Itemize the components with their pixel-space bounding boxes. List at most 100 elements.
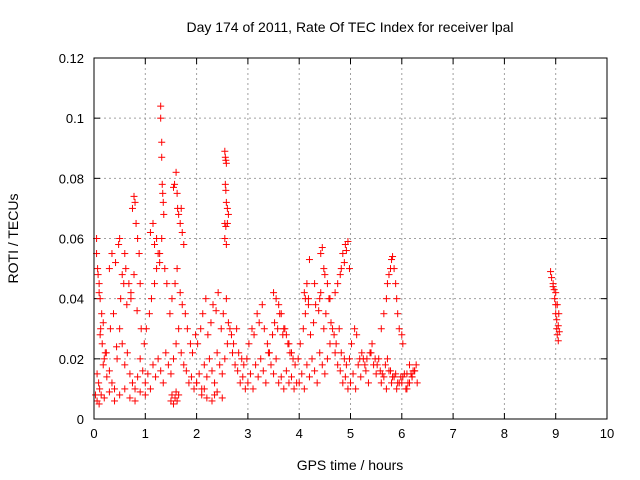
data-point xyxy=(99,319,107,327)
data-point xyxy=(157,114,165,122)
data-point xyxy=(180,241,188,249)
data-point xyxy=(127,289,135,297)
data-point xyxy=(176,289,184,297)
data-point xyxy=(403,370,411,378)
data-point xyxy=(392,280,400,288)
data-point xyxy=(340,259,348,267)
data-point xyxy=(103,373,111,381)
data-point xyxy=(199,310,207,318)
x-tick-label: 1 xyxy=(142,426,149,441)
data-point xyxy=(337,349,345,357)
data-point xyxy=(146,228,154,236)
plot-frame xyxy=(93,57,608,420)
data-point xyxy=(316,295,324,303)
data-point xyxy=(130,271,138,279)
data-point xyxy=(356,355,364,363)
data-point xyxy=(323,355,331,363)
data-point xyxy=(102,349,110,357)
data-point xyxy=(342,247,350,255)
data-point xyxy=(149,361,157,369)
data-point xyxy=(257,355,265,363)
data-point xyxy=(153,265,161,273)
data-point xyxy=(99,361,107,369)
data-point xyxy=(389,253,397,261)
data-point xyxy=(347,379,354,387)
data-point xyxy=(195,370,203,378)
data-point xyxy=(550,286,558,294)
data-point xyxy=(246,370,254,378)
data-point xyxy=(371,355,379,363)
data-point xyxy=(553,316,561,324)
data-point xyxy=(321,370,329,378)
data-point xyxy=(109,310,117,318)
data-point xyxy=(311,280,319,288)
data-point xyxy=(326,340,334,348)
data-point xyxy=(323,280,331,288)
data-point xyxy=(381,361,389,369)
data-point xyxy=(288,373,296,381)
data-point xyxy=(274,325,282,333)
data-point xyxy=(233,325,241,333)
data-point xyxy=(399,373,407,381)
data-point xyxy=(175,391,183,399)
data-point xyxy=(327,319,335,327)
data-point xyxy=(158,180,166,188)
data-point xyxy=(123,301,131,309)
data-point xyxy=(97,325,105,333)
data-point xyxy=(160,210,168,218)
data-point xyxy=(95,280,103,288)
data-point xyxy=(172,168,180,176)
data-point xyxy=(185,379,193,387)
data-point xyxy=(173,397,181,405)
data-point xyxy=(353,331,361,339)
data-point xyxy=(345,355,353,363)
data-point xyxy=(208,367,216,375)
data-point xyxy=(364,379,372,387)
data-point xyxy=(200,385,208,393)
y-tick-label: 0.12 xyxy=(59,51,84,66)
data-point xyxy=(373,361,381,369)
data-point xyxy=(317,289,325,297)
data-point xyxy=(315,307,323,315)
data-point xyxy=(226,325,234,333)
data-point xyxy=(390,265,398,273)
data-point xyxy=(95,400,103,408)
data-point xyxy=(98,310,106,318)
data-point xyxy=(342,361,350,369)
x-tick-label: 7 xyxy=(449,426,456,441)
data-point xyxy=(222,186,230,194)
data-point xyxy=(198,391,206,399)
data-point xyxy=(159,189,167,197)
data-point xyxy=(205,355,213,363)
data-point xyxy=(244,379,252,387)
data-point xyxy=(358,349,366,357)
data-point xyxy=(253,310,261,318)
data-point xyxy=(221,180,229,188)
data-point xyxy=(154,250,162,258)
data-point xyxy=(93,370,101,378)
data-point xyxy=(222,198,230,206)
data-point xyxy=(385,271,393,279)
data-point xyxy=(250,331,258,339)
data-point xyxy=(335,325,343,333)
data-point xyxy=(127,295,135,303)
data-point xyxy=(151,280,159,288)
data-point xyxy=(377,325,385,333)
data-point xyxy=(345,265,353,273)
data-point xyxy=(171,280,179,288)
data-point xyxy=(235,349,243,357)
y-axis-label: ROTI / TECUs xyxy=(5,194,21,284)
data-point xyxy=(128,204,136,212)
data-point xyxy=(332,340,340,348)
data-point xyxy=(248,325,256,333)
data-point xyxy=(94,271,102,279)
data-point xyxy=(383,355,391,363)
data-point xyxy=(267,361,275,369)
data-point xyxy=(224,210,232,218)
data-point xyxy=(125,280,133,288)
data-point xyxy=(188,349,196,357)
data-point xyxy=(118,340,126,348)
data-point xyxy=(139,367,147,375)
data-point xyxy=(161,265,169,273)
